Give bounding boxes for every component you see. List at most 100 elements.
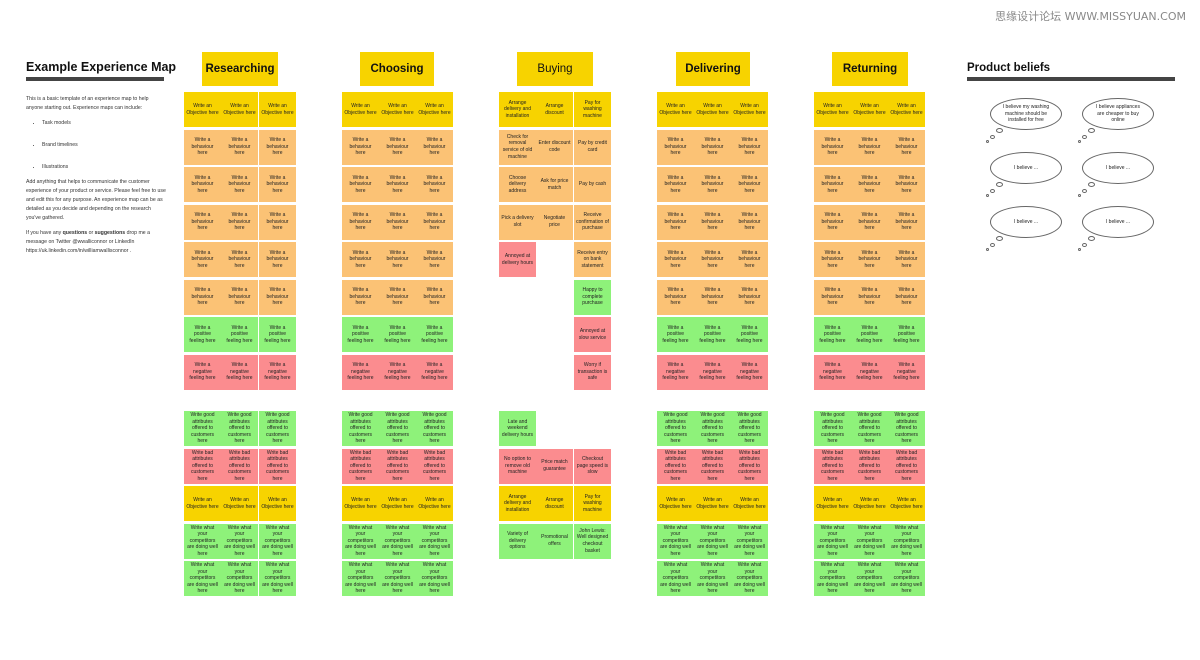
sticky-note[interactable]: Write a behaviour here bbox=[851, 167, 888, 202]
sticky-note[interactable]: Receive entry on bank statement bbox=[574, 242, 611, 277]
sticky-note[interactable]: Write a positive feeling here bbox=[184, 317, 221, 352]
sticky-note[interactable]: Write an Objective here bbox=[416, 92, 453, 127]
sticky-note[interactable]: Pay for washing machine bbox=[574, 486, 611, 521]
sticky-note[interactable]: Write a behaviour here bbox=[657, 204, 694, 240]
sticky-note[interactable]: Write what your competitors are doing we… bbox=[259, 523, 296, 559]
sticky-note[interactable]: Happy to complete purchase bbox=[574, 279, 611, 315]
sticky-note[interactable]: Write an Objective here bbox=[221, 92, 258, 127]
belief-cloud[interactable]: I believe appliances are cheaper to buy … bbox=[1082, 98, 1154, 130]
sticky-note[interactable]: Write an Objective here bbox=[379, 486, 416, 521]
sticky-note[interactable]: Write a behaviour here bbox=[731, 204, 768, 240]
sticky-note[interactable]: Write good attributes offered to custome… bbox=[657, 411, 694, 446]
sticky-note[interactable]: Write a behaviour here bbox=[184, 242, 221, 277]
sticky-note[interactable]: Write a behaviour here bbox=[814, 204, 851, 240]
sticky-note[interactable]: Enter discount code bbox=[536, 129, 573, 165]
sticky-note[interactable]: Pay by cash bbox=[574, 167, 611, 202]
sticky-note[interactable]: Write an Objective here bbox=[731, 486, 768, 521]
sticky-note[interactable]: Write a positive feeling here bbox=[416, 317, 453, 352]
sticky-note[interactable]: Write good attributes offered to custome… bbox=[888, 411, 925, 446]
stage-header-buying[interactable]: Buying bbox=[517, 52, 593, 86]
sticky-note[interactable]: Write a behaviour here bbox=[342, 204, 379, 240]
sticky-note[interactable]: Pay for washing machine bbox=[574, 92, 611, 127]
sticky-note[interactable]: Write a behaviour here bbox=[888, 279, 925, 315]
sticky-note[interactable]: Write a behaviour here bbox=[184, 279, 221, 315]
sticky-note[interactable]: Write a behaviour here bbox=[259, 129, 296, 165]
sticky-note[interactable]: Write good attributes offered to custome… bbox=[814, 411, 851, 446]
sticky-note[interactable]: Write a behaviour here bbox=[184, 167, 221, 202]
sticky-note[interactable]: Pay by credit card bbox=[574, 129, 611, 165]
sticky-note[interactable]: Write an Objective here bbox=[888, 486, 925, 521]
sticky-note[interactable]: Write an Objective here bbox=[379, 92, 416, 127]
sticky-note[interactable]: Write a negative feeling here bbox=[221, 354, 258, 390]
sticky-note[interactable]: Write what your competitors are doing we… bbox=[342, 523, 379, 559]
sticky-note[interactable]: Write what your competitors are doing we… bbox=[221, 523, 258, 559]
sticky-note[interactable]: Negotiate price bbox=[536, 204, 573, 240]
sticky-note[interactable]: Write a positive feeling here bbox=[342, 317, 379, 352]
sticky-note[interactable]: Write a behaviour here bbox=[379, 167, 416, 202]
sticky-note[interactable]: Write bad attributes offered to customer… bbox=[221, 448, 258, 484]
sticky-note[interactable]: Write what your competitors are doing we… bbox=[731, 523, 768, 559]
sticky-note[interactable]: Write good attributes offered to custome… bbox=[379, 411, 416, 446]
sticky-note[interactable]: Annoyed at delivery hours bbox=[499, 242, 536, 277]
sticky-note[interactable]: Worry if transaction is safe bbox=[574, 354, 611, 390]
sticky-note[interactable]: Write bad attributes offered to customer… bbox=[184, 448, 221, 484]
sticky-note[interactable]: Promotional offers bbox=[536, 523, 573, 559]
belief-cloud[interactable]: I believe ... bbox=[990, 206, 1062, 238]
sticky-note[interactable]: Write what your competitors are doing we… bbox=[416, 523, 453, 559]
sticky-note[interactable]: Write bad attributes offered to customer… bbox=[731, 448, 768, 484]
sticky-note[interactable]: Write good attributes offered to custome… bbox=[259, 411, 296, 446]
sticky-note[interactable]: Write a negative feeling here bbox=[379, 354, 416, 390]
sticky-note[interactable]: Write a behaviour here bbox=[694, 129, 731, 165]
sticky-note[interactable]: Write a behaviour here bbox=[221, 204, 258, 240]
sticky-note[interactable]: Arrange delivery and installation bbox=[499, 486, 536, 521]
sticky-note[interactable]: Write a negative feeling here bbox=[731, 354, 768, 390]
sticky-note[interactable]: Write an Objective here bbox=[184, 92, 221, 127]
sticky-note[interactable]: Checkout page speed is slow bbox=[574, 448, 611, 484]
sticky-note[interactable]: Write a negative feeling here bbox=[342, 354, 379, 390]
sticky-note[interactable]: Write what your competitors are doing we… bbox=[184, 523, 221, 559]
sticky-note[interactable]: Write what your competitors are doing we… bbox=[657, 523, 694, 559]
sticky-note[interactable]: Write a positive feeling here bbox=[657, 317, 694, 352]
sticky-note[interactable]: Write a behaviour here bbox=[851, 279, 888, 315]
sticky-note[interactable]: Write good attributes offered to custome… bbox=[184, 411, 221, 446]
sticky-note[interactable]: Write a behaviour here bbox=[221, 279, 258, 315]
sticky-note[interactable]: Write a negative feeling here bbox=[694, 354, 731, 390]
sticky-note[interactable]: Write a behaviour here bbox=[814, 242, 851, 277]
sticky-note[interactable]: Write a behaviour here bbox=[342, 242, 379, 277]
sticky-note[interactable]: Write a behaviour here bbox=[184, 204, 221, 240]
sticky-note[interactable]: Write what your competitors are doing we… bbox=[888, 523, 925, 559]
sticky-note[interactable]: Write good attributes offered to custome… bbox=[416, 411, 453, 446]
sticky-note[interactable]: Write an Objective here bbox=[814, 486, 851, 521]
sticky-note[interactable]: Write an Objective here bbox=[416, 486, 453, 521]
sticky-note[interactable]: Write a negative feeling here bbox=[888, 354, 925, 390]
sticky-note[interactable]: Write an Objective here bbox=[851, 92, 888, 127]
sticky-note[interactable]: Write bad attributes offered to customer… bbox=[342, 448, 379, 484]
sticky-note[interactable]: Write a behaviour here bbox=[888, 129, 925, 165]
sticky-note[interactable]: Write a behaviour here bbox=[657, 129, 694, 165]
sticky-note[interactable]: Write a behaviour here bbox=[851, 129, 888, 165]
sticky-note[interactable]: Write a behaviour here bbox=[657, 167, 694, 202]
sticky-note[interactable]: Write a behaviour here bbox=[731, 279, 768, 315]
sticky-note[interactable]: Write an Objective here bbox=[814, 92, 851, 127]
sticky-note[interactable]: Write good attributes offered to custome… bbox=[221, 411, 258, 446]
sticky-note[interactable]: Write an Objective here bbox=[221, 486, 258, 521]
stage-header-researching[interactable]: Researching bbox=[202, 52, 278, 86]
sticky-note[interactable]: Annoyed at slow service bbox=[574, 317, 611, 352]
sticky-note[interactable]: Write a behaviour here bbox=[342, 129, 379, 165]
sticky-note[interactable]: Ask for price match bbox=[536, 167, 573, 202]
sticky-note[interactable]: Write an Objective here bbox=[851, 486, 888, 521]
sticky-note[interactable]: Write an Objective here bbox=[731, 92, 768, 127]
sticky-note[interactable]: Write a behaviour here bbox=[888, 204, 925, 240]
sticky-note[interactable]: Write good attributes offered to custome… bbox=[694, 411, 731, 446]
sticky-note[interactable]: Write bad attributes offered to customer… bbox=[888, 448, 925, 484]
sticky-note[interactable]: Write a behaviour here bbox=[851, 242, 888, 277]
sticky-note[interactable]: Write a behaviour here bbox=[379, 242, 416, 277]
sticky-note[interactable]: Write a negative feeling here bbox=[184, 354, 221, 390]
sticky-note[interactable]: Write a behaviour here bbox=[416, 129, 453, 165]
sticky-note[interactable]: No option to remove old machine bbox=[499, 448, 536, 484]
sticky-note[interactable]: Write a behaviour here bbox=[259, 242, 296, 277]
sticky-note[interactable]: Write bad attributes offered to customer… bbox=[814, 448, 851, 484]
sticky-note[interactable]: Write a negative feeling here bbox=[259, 354, 296, 390]
stage-header-returning[interactable]: Returning bbox=[832, 52, 908, 86]
sticky-note[interactable]: Write a positive feeling here bbox=[259, 317, 296, 352]
